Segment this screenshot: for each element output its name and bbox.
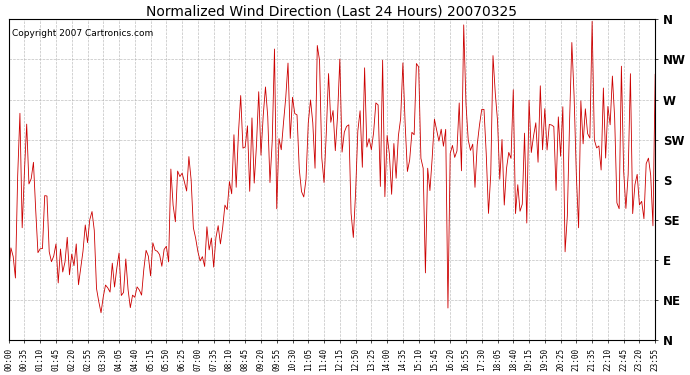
Title: Normalized Wind Direction (Last 24 Hours) 20070325: Normalized Wind Direction (Last 24 Hours… <box>146 4 518 18</box>
Text: Copyright 2007 Cartronics.com: Copyright 2007 Cartronics.com <box>12 29 153 38</box>
